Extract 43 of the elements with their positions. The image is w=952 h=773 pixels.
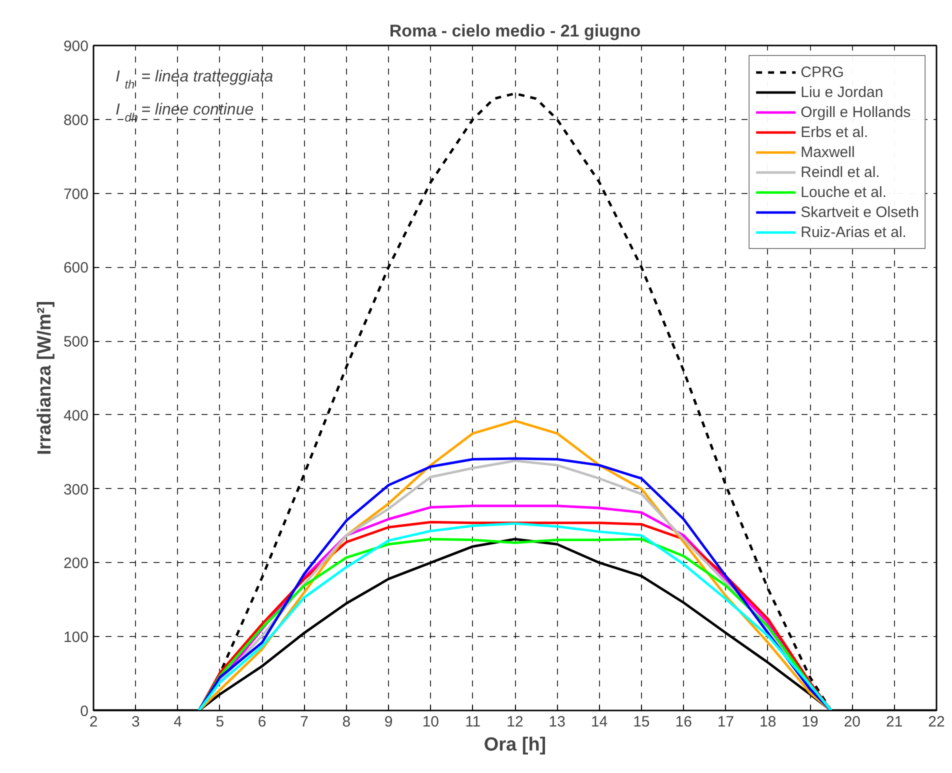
legend-label: CPRG: [800, 62, 844, 82]
x-tick-label: 7: [300, 714, 308, 730]
y-axis-title: Irradianza [W/m²]: [34, 300, 56, 456]
y-tick-label: 900: [63, 38, 89, 55]
legend-label: Skartveit e Olseth: [800, 202, 919, 222]
legend-label: Maxwell: [800, 142, 855, 162]
x-tick-label: 16: [675, 714, 692, 730]
chart-title: Roma - cielo medio - 21 giugno: [389, 22, 641, 40]
x-tick-label: 5: [216, 714, 224, 730]
y-tick-label: 800: [63, 112, 89, 129]
legend-label: Louche et al.: [800, 182, 887, 202]
y-tick-label: 700: [63, 186, 89, 203]
legend-label: Orgill e Hollands: [800, 102, 911, 122]
y-tick-label: 500: [63, 334, 89, 351]
x-tick-label: 20: [844, 714, 861, 730]
y-tick-label: 0: [80, 703, 88, 720]
x-tick-label: 12: [506, 714, 524, 730]
x-tick-label: 14: [590, 714, 608, 730]
x-tick-label: 3: [131, 714, 140, 730]
x-tick-label: 15: [633, 714, 650, 730]
y-tick-label: 100: [63, 629, 89, 646]
x-tick-label: 8: [342, 714, 351, 730]
x-tick-label: 21: [886, 714, 903, 730]
x-tick-label: 2: [89, 714, 98, 730]
y-tick-label: 300: [63, 481, 89, 498]
x-tick-label: 17: [717, 714, 734, 730]
x-tick-label: 11: [465, 714, 481, 730]
legend-label: Reindl et al.: [800, 162, 880, 182]
y-tick-label: 200: [63, 555, 89, 572]
x-tick-label: 4: [174, 714, 182, 730]
x-tick-label: 22: [928, 714, 945, 730]
x-tick-label: 6: [258, 714, 266, 730]
legend-label: Erbs et al.: [800, 122, 868, 142]
legend-label: Liu e Jordan: [800, 82, 884, 102]
x-axis-title: Ora [h]: [484, 734, 546, 756]
x-tick-label: 10: [422, 714, 440, 730]
y-tick-label: 400: [63, 407, 89, 424]
x-tick-label: 13: [548, 714, 566, 730]
x-tick-label: 18: [760, 714, 776, 730]
x-tick-label: 9: [384, 714, 393, 730]
x-tick-label: 19: [802, 714, 818, 730]
legend-label: Ruiz-Arias et al.: [800, 222, 906, 242]
y-tick-label: 600: [63, 260, 89, 277]
